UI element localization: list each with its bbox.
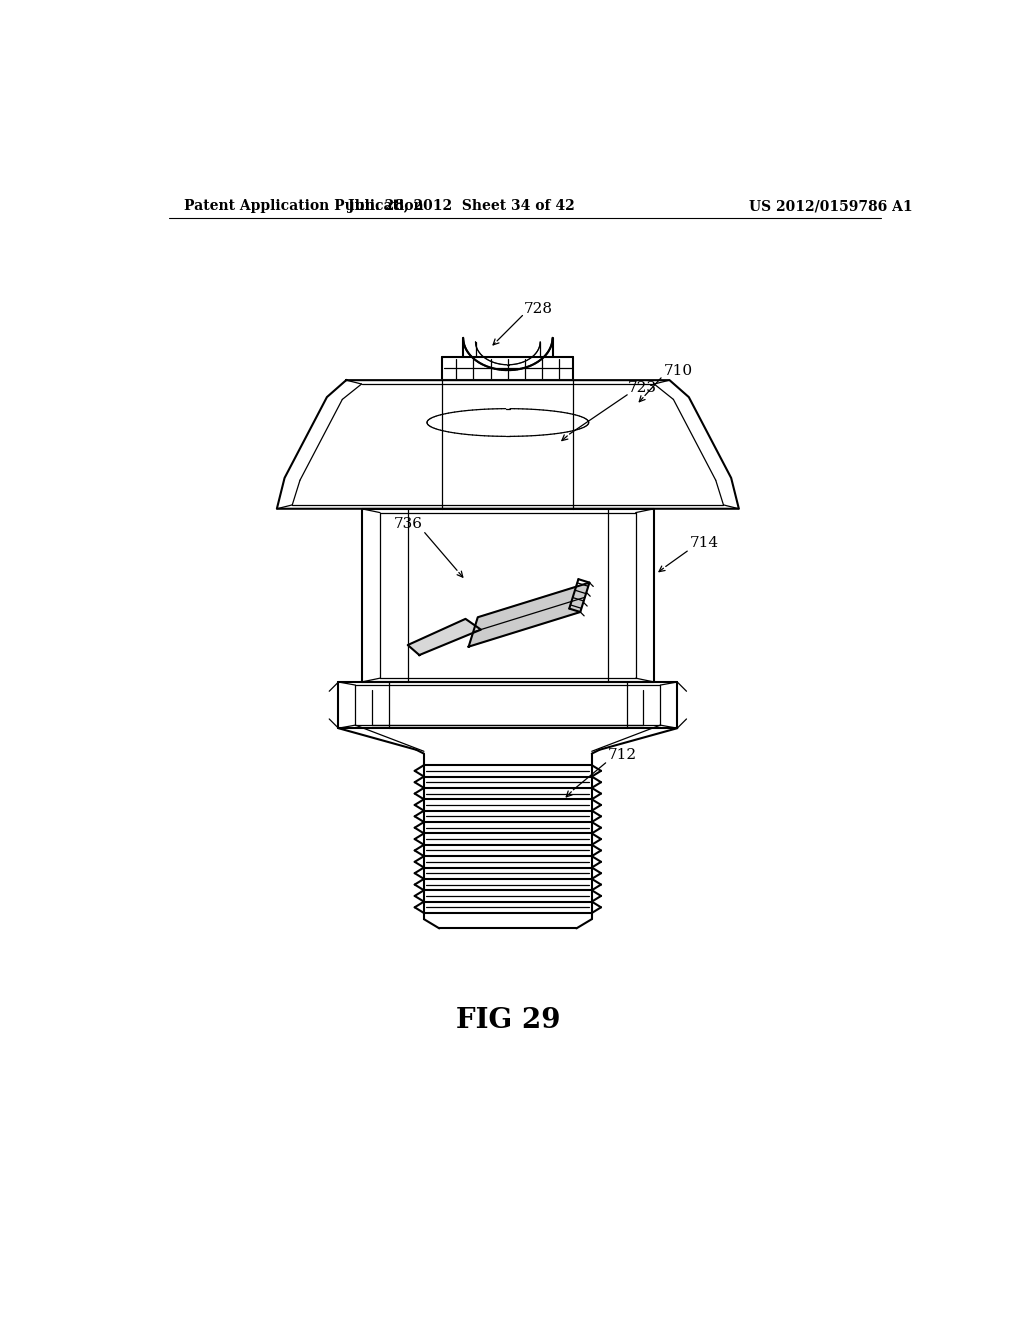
Text: FIG 29: FIG 29	[456, 1007, 560, 1035]
Text: 710: 710	[664, 364, 692, 378]
Text: 736: 736	[394, 517, 423, 531]
Polygon shape	[469, 582, 590, 647]
Text: Patent Application Publication: Patent Application Publication	[184, 199, 424, 213]
Text: 723: 723	[628, 381, 657, 395]
Text: 728: 728	[523, 301, 552, 315]
Text: US 2012/0159786 A1: US 2012/0159786 A1	[750, 199, 913, 213]
Text: Jun. 28, 2012  Sheet 34 of 42: Jun. 28, 2012 Sheet 34 of 42	[348, 199, 575, 213]
Text: 714: 714	[689, 536, 719, 550]
Polygon shape	[276, 380, 739, 508]
Text: 712: 712	[608, 748, 637, 762]
Polygon shape	[408, 619, 481, 655]
